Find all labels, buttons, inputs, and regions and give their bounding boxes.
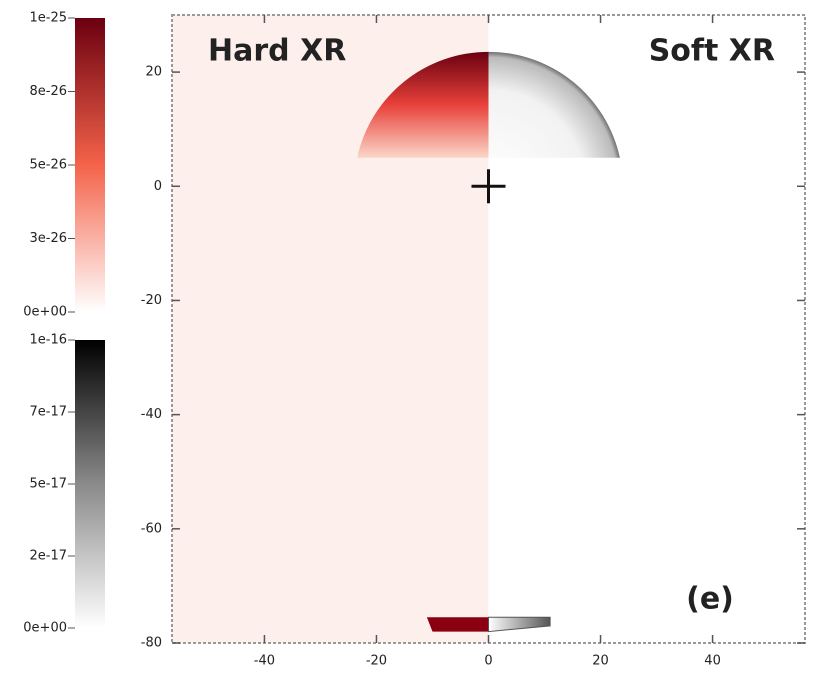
- y-tick-label: -60: [141, 521, 162, 536]
- colorbar-tick-label: 1e-16: [29, 333, 67, 348]
- plot-content: [172, 15, 620, 643]
- hard-xr-bar: [426, 617, 489, 632]
- x-tick-label: 40: [704, 654, 721, 669]
- colorbar: [75, 340, 105, 628]
- x-tick-label: 20: [592, 654, 609, 669]
- soft-xr-bar: [488, 616, 551, 633]
- x-tick-label: 0: [484, 654, 492, 669]
- y-tick-label: 20: [145, 65, 162, 80]
- x-tick-label: -40: [254, 654, 275, 669]
- colorbar-tick-label: 1e-25: [29, 11, 67, 26]
- colorbar-tick-label: 3e-26: [29, 231, 67, 246]
- y-tick-label: -80: [141, 636, 162, 651]
- figure-label: (e): [686, 582, 734, 617]
- colorbar-tick-label: 7e-17: [29, 405, 67, 420]
- y-tick-label: -40: [141, 407, 162, 422]
- colorbar-tick-label: 8e-26: [29, 84, 67, 99]
- panel-label: Soft XR: [649, 34, 775, 69]
- y-tick-label: -20: [141, 293, 162, 308]
- colorbar-tick-label: 5e-26: [29, 158, 67, 173]
- colorbar-tick-label: 2e-17: [29, 549, 67, 564]
- y-tick-label: 0: [154, 179, 162, 194]
- plot-area: [171, 14, 806, 644]
- hard-xr-emission: [357, 51, 489, 158]
- x-tick-label: -20: [366, 654, 387, 669]
- panel-label: Hard XR: [208, 34, 346, 69]
- colorbar-tick-label: 0e+00: [23, 305, 67, 320]
- colorbar-tick-label: 5e-17: [29, 477, 67, 492]
- soft-xr-emission: [488, 51, 620, 158]
- colorbar: [75, 18, 105, 312]
- colorbar-tick-label: 0e+00: [23, 621, 67, 636]
